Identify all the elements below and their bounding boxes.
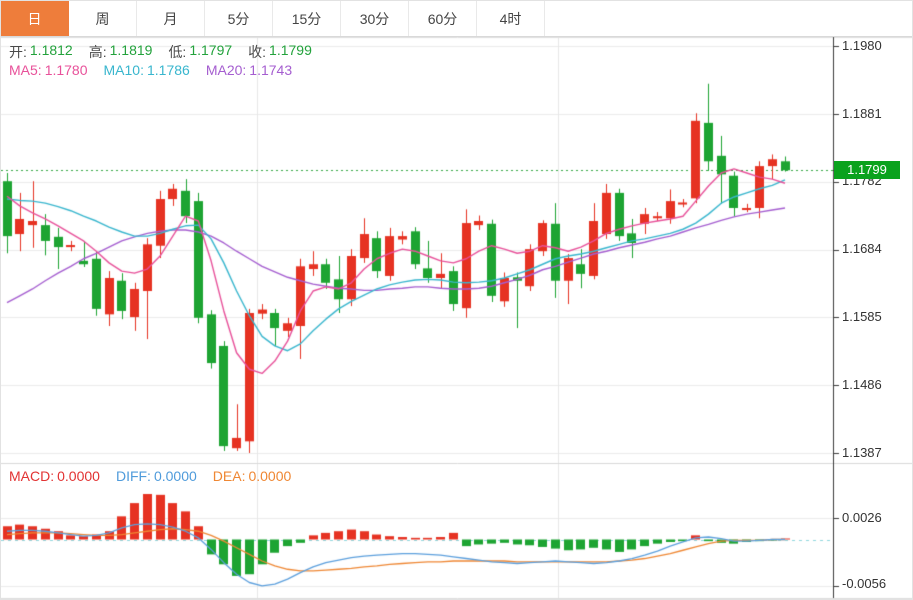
price-axis-label: 1.1387 (842, 445, 882, 460)
tab-5min[interactable]: 5分 (205, 1, 273, 36)
low-readout: 低: 1.1797 (168, 42, 233, 60)
ma-legend: MA5: 1.1780 MA10: 1.1786 MA20: 1.1743 (9, 62, 308, 78)
ma10-readout: MA10: 1.1786 (103, 62, 190, 78)
macd-axis-label: 0.0026 (842, 510, 882, 525)
timeframe-tabbar: 日 周 月 5分 15分 30分 60分 4时 (1, 1, 912, 37)
tab-15min[interactable]: 15分 (273, 1, 341, 36)
macd-readout: MACD: 0.0000 (9, 468, 100, 484)
current-price-badge: 1.1799 (834, 161, 900, 179)
ma5-readout: MA5: 1.1780 (9, 62, 88, 78)
macd-legend: MACD: 0.0000 DIFF: 0.0000 DEA: 0.0000 (9, 468, 307, 484)
tab-30min[interactable]: 30分 (341, 1, 409, 36)
tab-60min[interactable]: 60分 (409, 1, 477, 36)
high-readout: 高: 1.1819 (88, 42, 153, 60)
ohlc-legend: 开: 1.1812 高: 1.1819 低: 1.1797 收: 1.1799 (9, 42, 328, 62)
ma20-readout: MA20: 1.1743 (205, 62, 293, 78)
macd-axis-label: -0.0056 (842, 576, 887, 591)
tab-month[interactable]: 月 (137, 1, 205, 36)
price-axis-label: 1.1486 (842, 377, 882, 392)
close-readout: 收: 1.1799 (248, 42, 312, 60)
price-axis-label: 1.1881 (842, 106, 882, 121)
open-readout: 开: 1.1812 (9, 42, 73, 60)
tab-4hour[interactable]: 4时 (477, 1, 545, 36)
diff-readout: DIFF: 0.0000 (115, 468, 197, 484)
price-axis-label: 1.1980 (842, 38, 882, 53)
price-axis-label: 1.1585 (842, 309, 882, 324)
price-axis-label: 1.1684 (842, 241, 882, 256)
tab-week[interactable]: 周 (69, 1, 137, 36)
dea-readout: DEA: 0.0000 (212, 468, 292, 484)
tab-day[interactable]: 日 (1, 1, 69, 36)
